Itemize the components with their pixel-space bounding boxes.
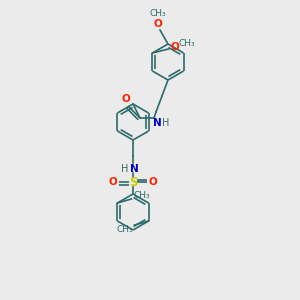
Text: H: H [121,164,129,174]
Text: H: H [162,118,170,128]
Text: CH₃: CH₃ [178,40,195,49]
Text: CH₃: CH₃ [116,224,133,233]
Text: O: O [154,19,162,29]
Text: N: N [130,164,138,174]
Text: O: O [170,42,179,52]
Text: O: O [148,177,158,187]
Text: O: O [122,94,130,104]
Text: O: O [109,177,117,187]
Text: CH₃: CH₃ [133,191,150,200]
Text: N: N [153,118,161,128]
Text: S: S [129,176,137,188]
Text: CH₃: CH₃ [150,10,166,19]
